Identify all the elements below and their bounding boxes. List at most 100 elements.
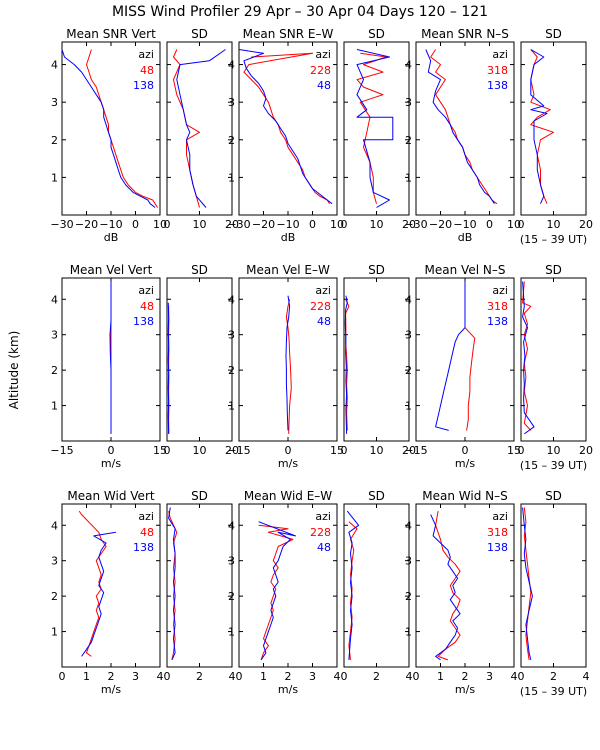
- panel-wid-1-xtick-label: 0: [59, 670, 66, 683]
- panel-vel-3-xlabel: m/s: [455, 457, 475, 470]
- panel-snr-1-legend-48: 48: [140, 64, 154, 77]
- panel-wid-1-sd-title: SD: [191, 489, 208, 503]
- panel-vel-3-sd-xtick-label: 20: [579, 444, 593, 457]
- panel-wid-1-title: Mean Wid Vert: [67, 489, 154, 503]
- panel-vel-1-ytick-label: 4: [51, 293, 58, 306]
- panel-snr-1-sd-xtick-label: 20: [225, 218, 239, 231]
- panel-vel-2-sd-series-48: [344, 295, 348, 434]
- panel-wid-3-xtick-label: 2: [462, 670, 469, 683]
- panel-vel-1-legend-48: 48: [140, 300, 154, 313]
- panel-wid-1-ytick-label: 1: [51, 626, 58, 639]
- panel-wid-1-legend-48: 48: [140, 526, 154, 539]
- panel-vel-3-ytick-label: 2: [405, 364, 412, 377]
- panel-wid-3-ytick-label: 4: [405, 519, 412, 532]
- panel-wid-2-ytick-label: 1: [228, 626, 235, 639]
- panel-wid-2-title: Mean Wid E–W: [244, 489, 332, 503]
- panel-wid-3-sd-title: SD: [545, 489, 562, 503]
- panel-wid-3-sd-series-138: [522, 507, 533, 661]
- panel-wid-1-xtick-label: 4: [157, 670, 164, 683]
- panel-snr-3-sd-title: SD: [545, 27, 562, 41]
- panel-wid-1-xtick-label: 3: [132, 670, 139, 683]
- panel-vel-2-sd-xtick-label: 20: [402, 444, 416, 457]
- panel-snr-2-xtick-label: −10: [276, 218, 299, 231]
- panel-vel-2-title: Mean Vel E–W: [246, 263, 330, 277]
- panel-vel-3-sd-xtick-label: 0: [518, 444, 525, 457]
- panel-wid-1-series-138: [81, 531, 116, 657]
- panel-wid-3-xtick-label: 0: [413, 670, 420, 683]
- panel-wid-1-legend-azi: azi: [138, 510, 154, 523]
- panel-snr-3-xtick-label: −10: [453, 218, 476, 231]
- panel-vel-3-series-138: [435, 281, 466, 431]
- panel-wid-2-sd-series-48: [346, 510, 360, 660]
- panel-snr-3-sd-xtick-label: 10: [547, 218, 561, 231]
- panel-wid-2-legend-228: 228: [310, 526, 331, 539]
- panel-wid-3-series-138: [430, 514, 461, 661]
- time-note-wid: (15 – 39 UT): [520, 685, 587, 698]
- panel-wid-1-sd-xtick-label: 0: [164, 670, 171, 683]
- panel-snr-3-ytick-label: 1: [405, 171, 412, 184]
- panel-wid-2-ytick-label: 4: [228, 519, 235, 532]
- panel-wid-2-xtick-label: 3: [309, 670, 316, 683]
- panel-snr-3-xtick-label: 10: [507, 218, 521, 231]
- panel-vel-3-xtick-label: −15: [404, 444, 427, 457]
- panel-vel-3-sd-xtick-label: 10: [547, 444, 561, 457]
- panel-wid-2-sd-title: SD: [368, 489, 385, 503]
- panel-vel-1-ytick-label: 1: [51, 400, 58, 413]
- panel-snr-2-series-48: [238, 49, 333, 205]
- panel-wid-1-ytick-label: 3: [51, 555, 58, 568]
- panel-snr-3-legend-azi: azi: [492, 48, 508, 61]
- panel-vel-2-ytick-label: 3: [228, 329, 235, 342]
- panel-wid-3-sd-frame: [520, 503, 587, 668]
- panel-wid-2-xtick-label: 2: [285, 670, 292, 683]
- panel-snr-1-sd-frame: [166, 41, 233, 216]
- panel-snr-1-xlabel: dB: [104, 231, 119, 244]
- panel-wid-1-sd-xtick-label: 2: [196, 670, 203, 683]
- panel-snr-2-ytick-label: 4: [228, 59, 235, 72]
- panel-snr-1-ytick-label: 1: [51, 171, 58, 184]
- panel-wid-3-sd-xtick-label: 4: [583, 670, 590, 683]
- panel-vel-3-sd-series-318: [522, 281, 532, 431]
- panel-vel-3-xtick-label: 0: [462, 444, 469, 457]
- panel-snr-1-xtick-label: 10: [153, 218, 167, 231]
- panel-snr-2-ytick-label: 1: [228, 171, 235, 184]
- panel-snr-1-ytick-label: 3: [51, 96, 58, 109]
- panel-snr-1-series-138: [61, 49, 156, 208]
- panel-vel-2-sd-xtick-label: 0: [341, 444, 348, 457]
- panel-vel-3-ytick-label: 4: [405, 293, 412, 306]
- panel-vel-2-sd-frame: [343, 277, 410, 442]
- panel-vel-2-legend-48: 48: [317, 315, 331, 328]
- panel-vel-2-ytick-label: 2: [228, 364, 235, 377]
- panel-snr-2-title: Mean SNR E–W: [243, 27, 334, 41]
- panel-snr-1-title: Mean SNR Vert: [66, 27, 156, 41]
- panel-snr-3-sd-xtick-label: 20: [579, 218, 593, 231]
- panel-wid-3-title: Mean Wid N–S: [422, 489, 507, 503]
- panel-wid-2-sd-series-228: [348, 521, 358, 660]
- panel-wid-3-ytick-label: 3: [405, 555, 412, 568]
- panel-vel-1-ytick-label: 3: [51, 329, 58, 342]
- panel-wid-3-xtick-label: 4: [511, 670, 518, 683]
- panel-vel-2-ytick-label: 4: [228, 293, 235, 306]
- panel-wid-2-sd-xtick-label: 0: [341, 670, 348, 683]
- panel-snr-2-legend-azi: azi: [315, 48, 331, 61]
- panel-snr-2-sd-xtick-label: 0: [341, 218, 348, 231]
- panel-wid-3-sd-xtick-label: 0: [518, 670, 525, 683]
- panel-vel-2-xlabel: m/s: [278, 457, 298, 470]
- panel-vel-1-ytick-label: 2: [51, 364, 58, 377]
- panel-vel-2-ytick-label: 1: [228, 400, 235, 413]
- panel-vel-2-sd-series-228: [345, 299, 350, 431]
- panel-wid-2-xtick-label: 4: [334, 670, 341, 683]
- panel-vel-2-legend-228: 228: [310, 300, 331, 313]
- panel-snr-3-xtick-label: 0: [486, 218, 493, 231]
- panel-wid-2-sd-xtick-label: 2: [373, 670, 380, 683]
- panel-snr-2-xtick-label: 0: [309, 218, 316, 231]
- panel-snr-3-legend-138: 138: [487, 79, 508, 92]
- panel-snr-3-ytick-label: 2: [405, 134, 412, 147]
